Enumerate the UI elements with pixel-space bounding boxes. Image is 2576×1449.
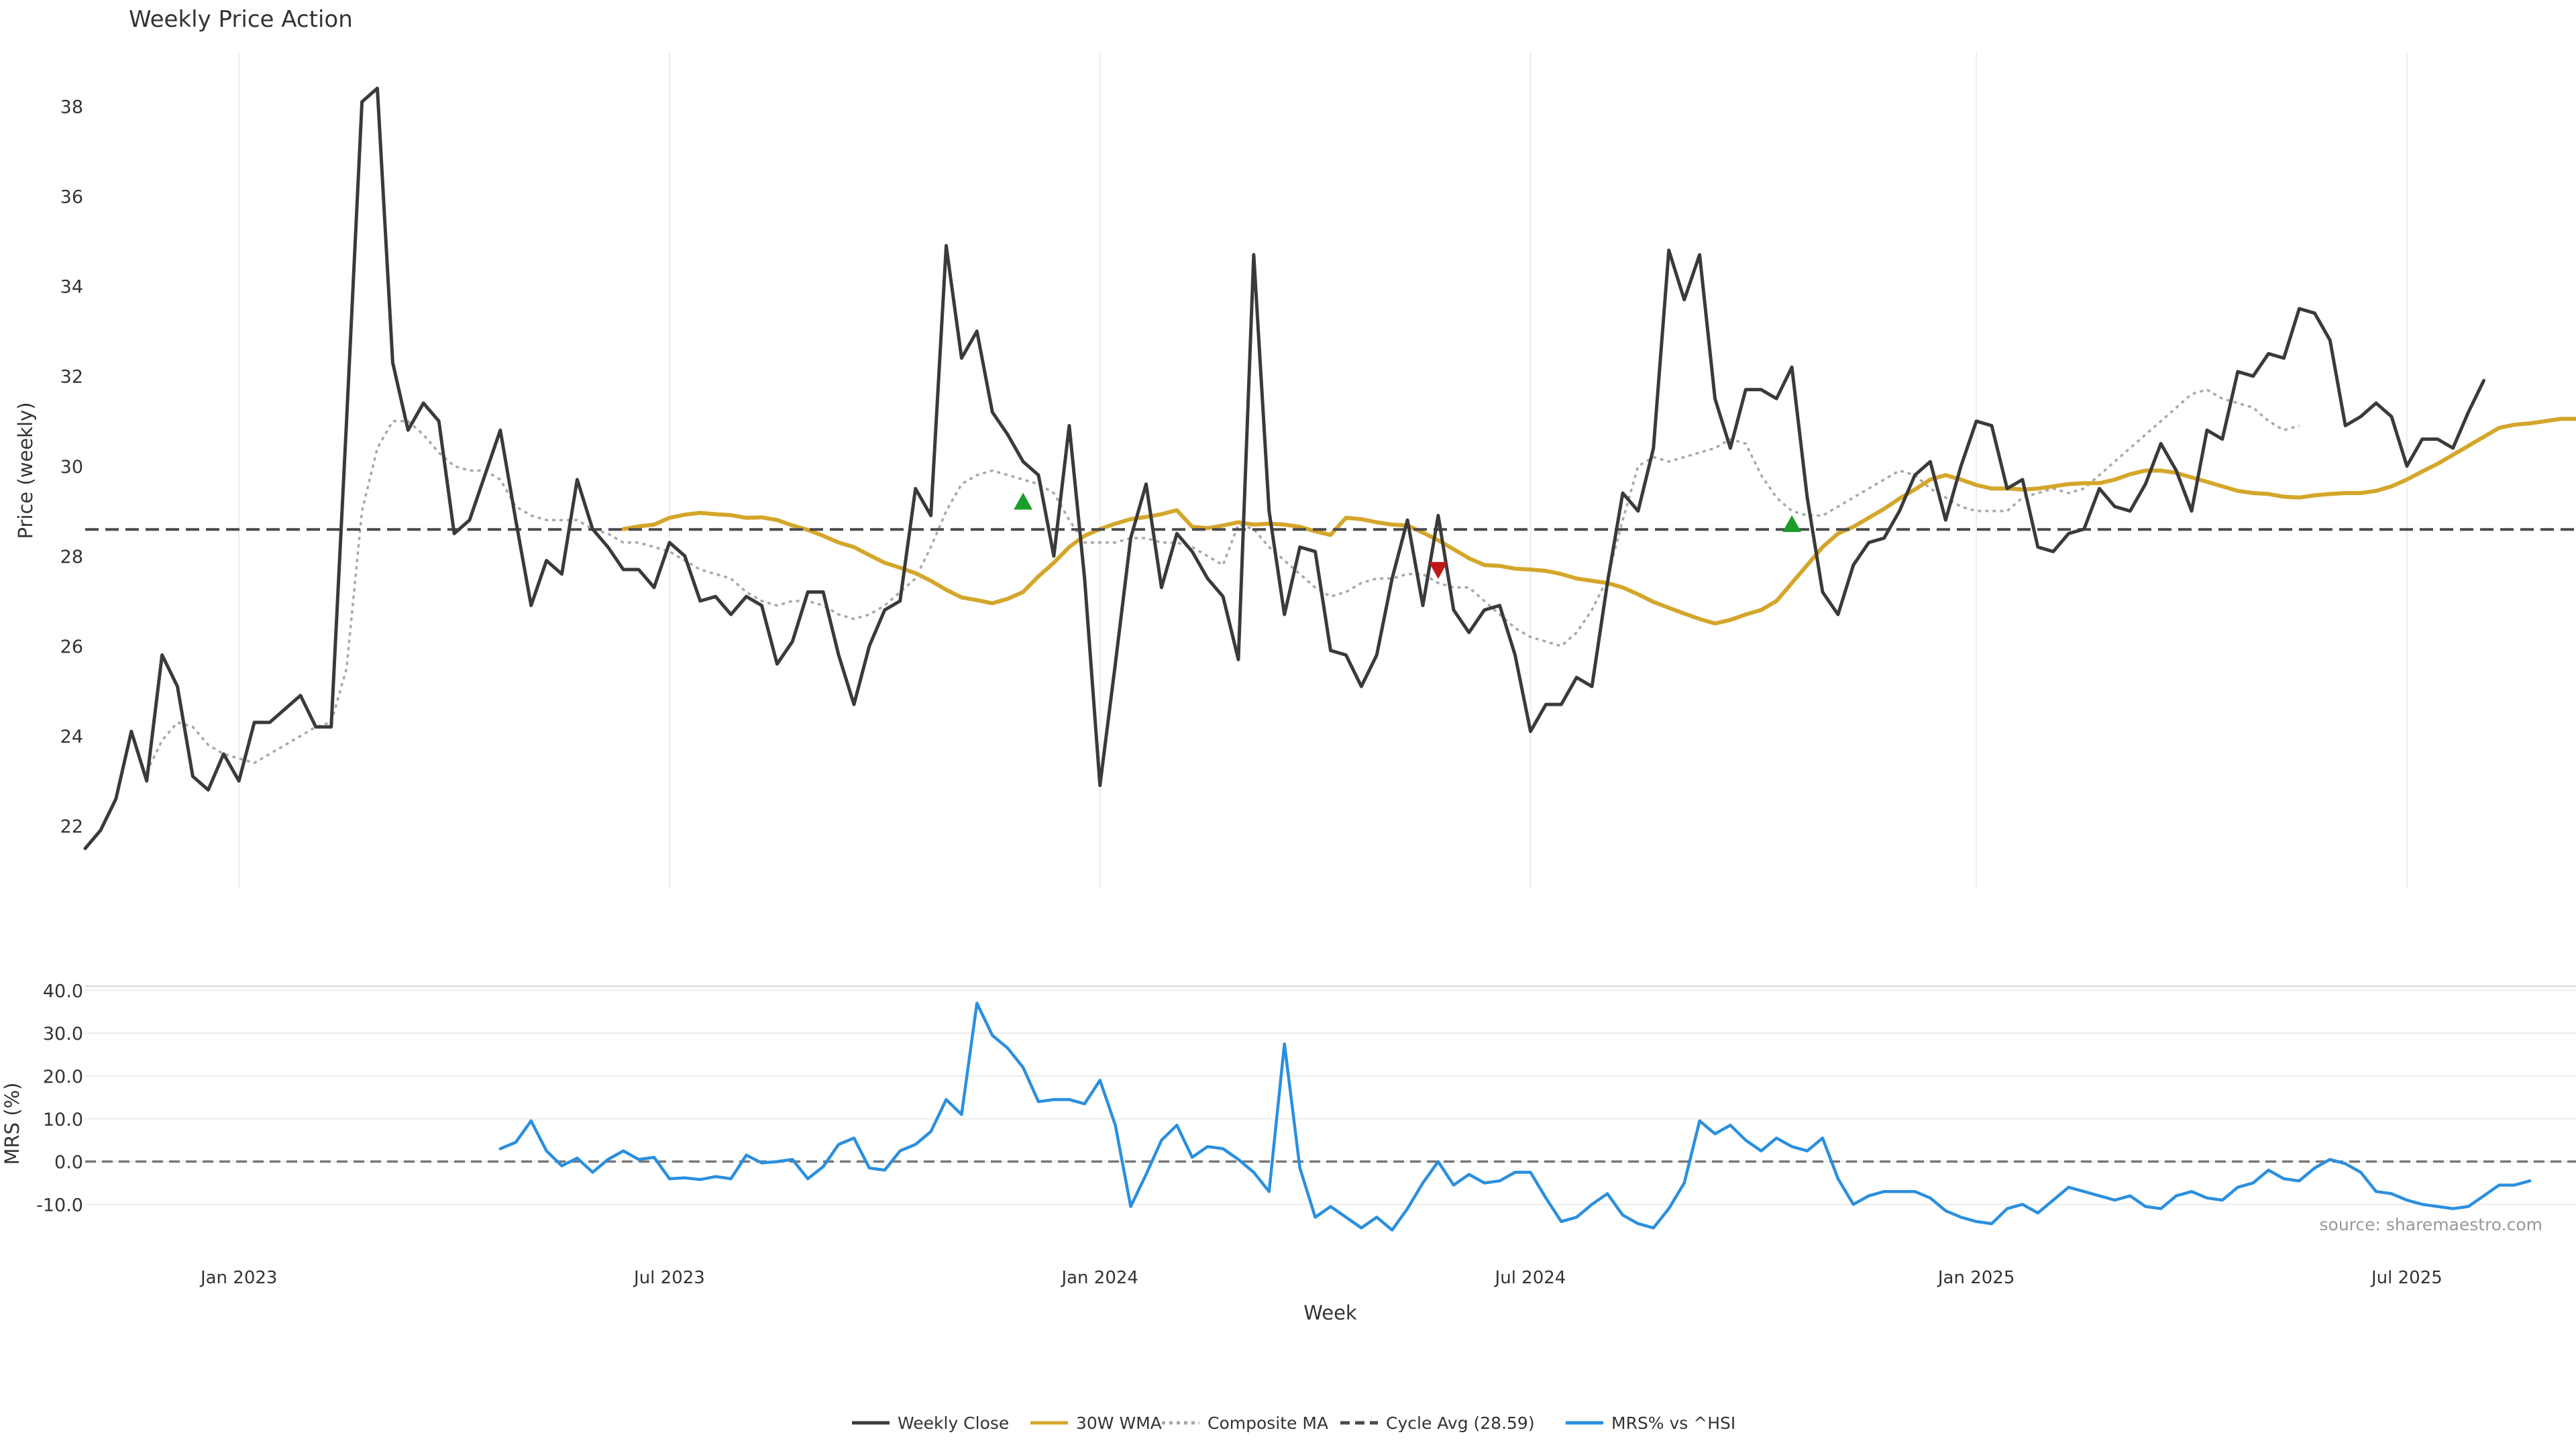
legend: Weekly Close 30W WMA Composite MA Cycle Avg… [852,1413,1735,1433]
price-gridlines [238,52,2408,889]
mrs-y-tick-label: -10.0 [36,1195,83,1216]
mrs-y-tick-label: 40.0 [43,981,83,1002]
x-tick-label: Jul 2023 [633,1268,705,1288]
legend-label: Weekly Close [898,1413,1009,1433]
weekly-close-line [83,87,2485,851]
mrs-y-ticks: -10.0 0.0 10.0 20.0 30.0 40.0 [36,981,83,1216]
mrs-y-tick-label: 30.0 [43,1024,83,1044]
mrs-y-axis-label: MRS (%) [1,1083,23,1165]
mrs-line [498,1002,2532,1232]
price-y-tick-label: 32 [60,367,83,388]
mrs-y-tick-label: 10.0 [43,1110,83,1130]
sell-signal-marker [1428,561,1448,579]
legend-label: 30W WMA [1076,1413,1162,1433]
price-y-tick-label: 30 [60,457,83,478]
legend-label: Composite MA [1208,1413,1328,1433]
x-tick-label: Jul 2024 [1494,1268,1566,1288]
x-tick-label: Jul 2025 [2370,1268,2443,1288]
x-axis-label: Week [1303,1301,1357,1324]
price-y-tick-label: 36 [60,187,83,208]
x-tick-label: Jan 2025 [1937,1268,2015,1288]
price-y-tick-label: 24 [60,727,83,747]
price-y-ticks: 22 24 26 28 30 32 34 36 38 [60,97,83,837]
price-series [83,87,2576,851]
price-y-tick-label: 26 [60,637,83,657]
mrs-panel: MRS (%) -10.0 0.0 10.0 20.0 30.0 40.0 source:… [1,981,2576,1324]
price-y-axis-label: Price (weekly) [14,402,37,539]
x-tick-label: Jan 2024 [1060,1268,1138,1288]
buy-signal-marker [1782,515,1802,533]
mrs-y-tick-label: 20.0 [43,1067,83,1087]
price-panel: Weekly Price Action Price (weekly) 22242… [14,6,2576,889]
legend-label: Cycle Avg (28.59) [1386,1413,1535,1433]
signal-markers [1014,492,1802,579]
wma-30w-line [621,417,2576,626]
mrs-series [85,1002,2576,1232]
legend-label: MRS% vs ^HSI [1611,1413,1735,1433]
source-annotation: source: sharemaestro.com [2320,1215,2543,1234]
price-y-tick-label: 38 [60,97,83,117]
buy-signal-marker [1014,492,1033,510]
mrs-y-tick-label: 0.0 [54,1152,83,1173]
price-y-tick-label: 28 [60,547,83,568]
price-y-tick-label: 34 [60,277,83,298]
x-axis-ticks: Jan 2023 Jul 2023 Jan 2024 Jul 2024 Jan 2025… [199,1268,2443,1288]
x-tick-label: Jan 2023 [199,1268,278,1288]
chart-title: Weekly Price Action [129,6,353,33]
price-y-tick-label: 22 [60,816,83,837]
